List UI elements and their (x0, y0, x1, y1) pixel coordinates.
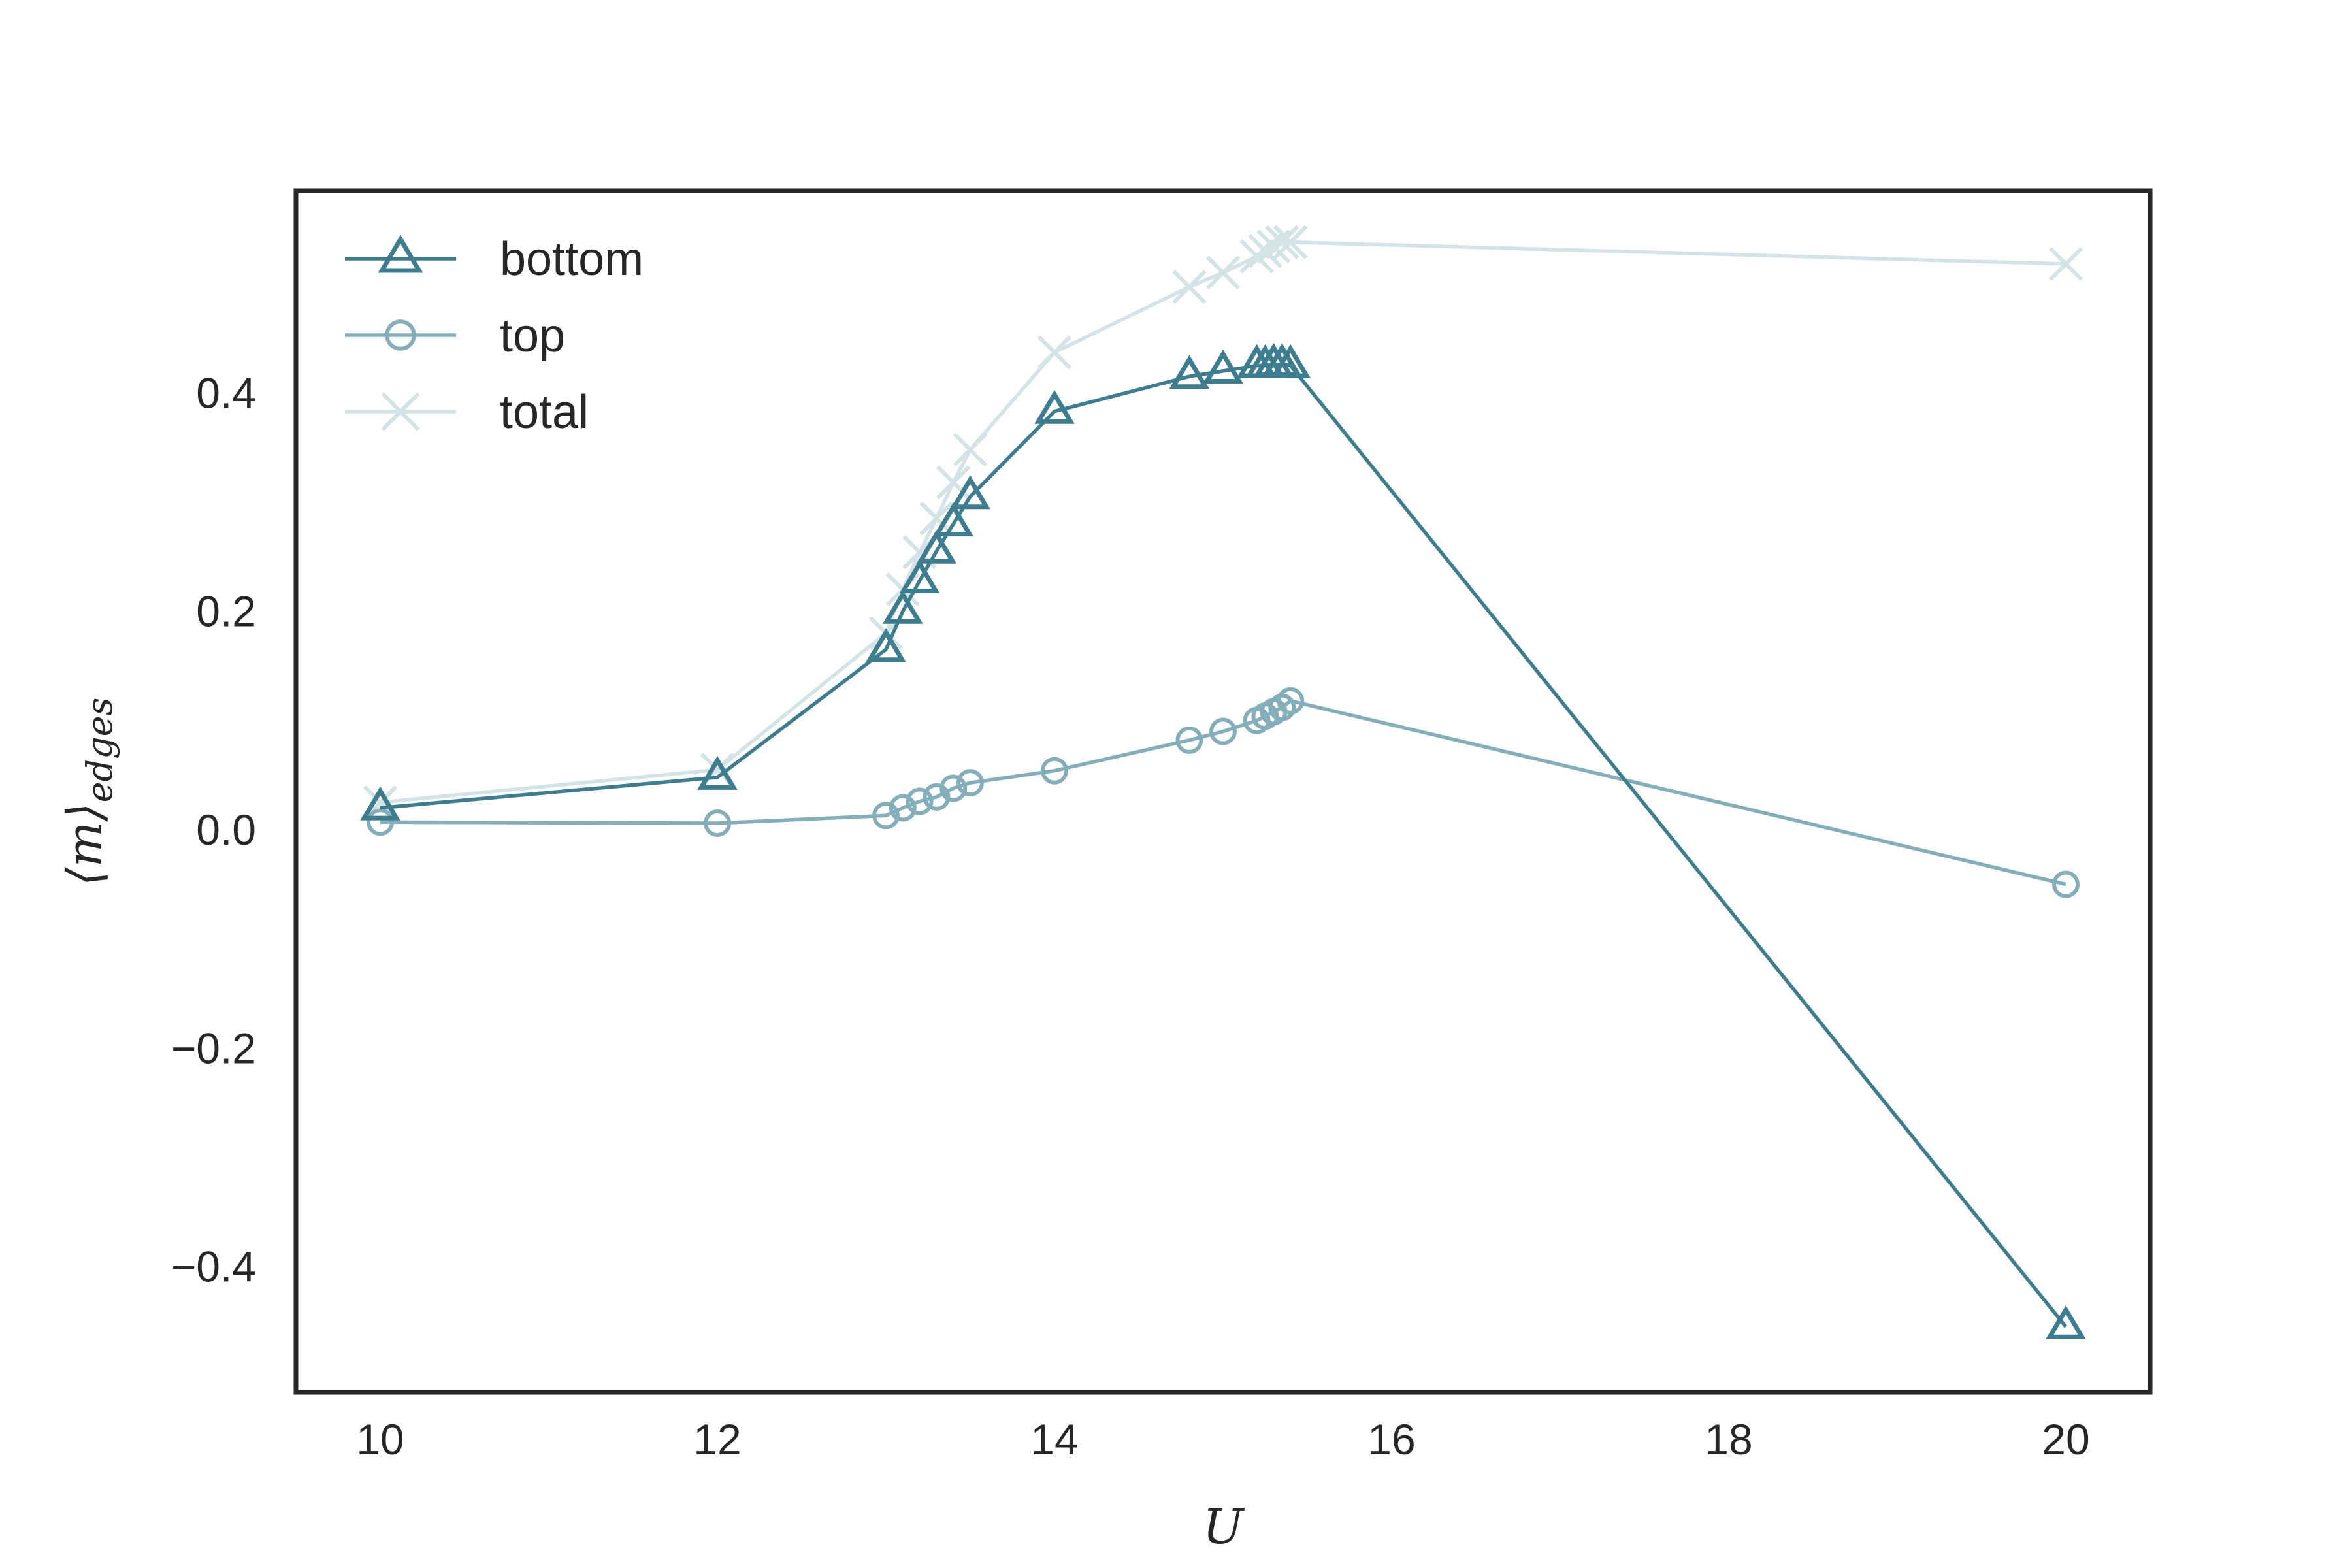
legend-marker (378, 235, 423, 273)
y-ticks: 0.4 0.2 0.0 −0.2 −0.4 (171, 368, 256, 1290)
data-point-bottom (2046, 1305, 2086, 1339)
data-point-bottom (1270, 344, 1311, 378)
data-point-total (1248, 233, 1282, 269)
y-tick-label: 0.0 (196, 806, 256, 854)
x-tick-label: 16 (1367, 1415, 1415, 1463)
data-point-bottom (360, 786, 400, 821)
data-point-top (889, 794, 917, 822)
data-point-bottom (866, 628, 906, 662)
y-axis-label-main: ⟨m⟩ (57, 802, 113, 886)
data-point-total (953, 433, 988, 467)
data-point-total (1205, 255, 1241, 290)
data-point-bottom (899, 559, 940, 593)
y-axis-label: ⟨m⟩edges (57, 698, 120, 887)
data-point-bottom (697, 755, 738, 790)
data-point-top (1209, 717, 1237, 745)
x-tick-label: 18 (1705, 1415, 1752, 1463)
legend-item-total: total (345, 386, 589, 438)
legend-marker (385, 319, 416, 351)
data-point-total (1265, 225, 1299, 259)
data-point-top (704, 809, 731, 837)
data-point-top (939, 774, 968, 802)
legend: bottom top total (345, 233, 644, 438)
data-point-bottom (933, 502, 974, 537)
series-layer (360, 225, 2086, 1339)
data-point-bottom (1169, 355, 1210, 389)
legend-label: bottom (500, 233, 644, 286)
data-point-top (956, 769, 984, 797)
data-point-top (2052, 870, 2080, 898)
data-point-total (1273, 225, 1308, 259)
x-tick-label: 12 (693, 1415, 741, 1463)
legend-item-top: top (345, 310, 565, 362)
x-ticks: 10 12 14 16 18 20 (356, 1415, 2089, 1463)
legend-marker (381, 392, 420, 431)
data-point-top (872, 802, 900, 830)
data-point-total (1037, 335, 1072, 370)
y-tick-label: 0.2 (196, 587, 256, 636)
data-point-top (367, 808, 394, 836)
data-point-total (919, 501, 954, 536)
x-tick-label: 14 (1030, 1415, 1078, 1463)
plot-frame (293, 188, 2153, 1395)
data-point-bottom (1203, 349, 1243, 384)
data-point-bottom (916, 529, 957, 564)
y-tick-label: −0.4 (171, 1243, 256, 1291)
data-point-bottom (950, 475, 990, 510)
data-point-top (906, 787, 934, 815)
y-tick-label: −0.2 (171, 1024, 256, 1072)
legend-label: total (500, 386, 589, 438)
legend-label: top (500, 310, 565, 362)
legend-item-bottom: bottom (345, 233, 644, 286)
data-point-total (1172, 269, 1207, 304)
series-top (367, 687, 2080, 898)
data-point-total (1239, 239, 1274, 274)
data-point-top (1041, 757, 1068, 785)
data-point-top (1175, 726, 1203, 754)
series-bottom (360, 342, 2086, 1339)
y-tick-label: 0.4 (196, 368, 256, 417)
data-point-bottom (1034, 389, 1075, 424)
x-tick-label: 10 (356, 1415, 404, 1463)
data-point-top (1277, 687, 1305, 715)
x-axis-label: U (1203, 1499, 1245, 1555)
x-tick-label: 20 (2042, 1415, 2089, 1463)
data-point-total (2048, 246, 2083, 282)
data-point-bottom (882, 589, 923, 624)
y-axis-label-sub: edges (79, 698, 120, 803)
